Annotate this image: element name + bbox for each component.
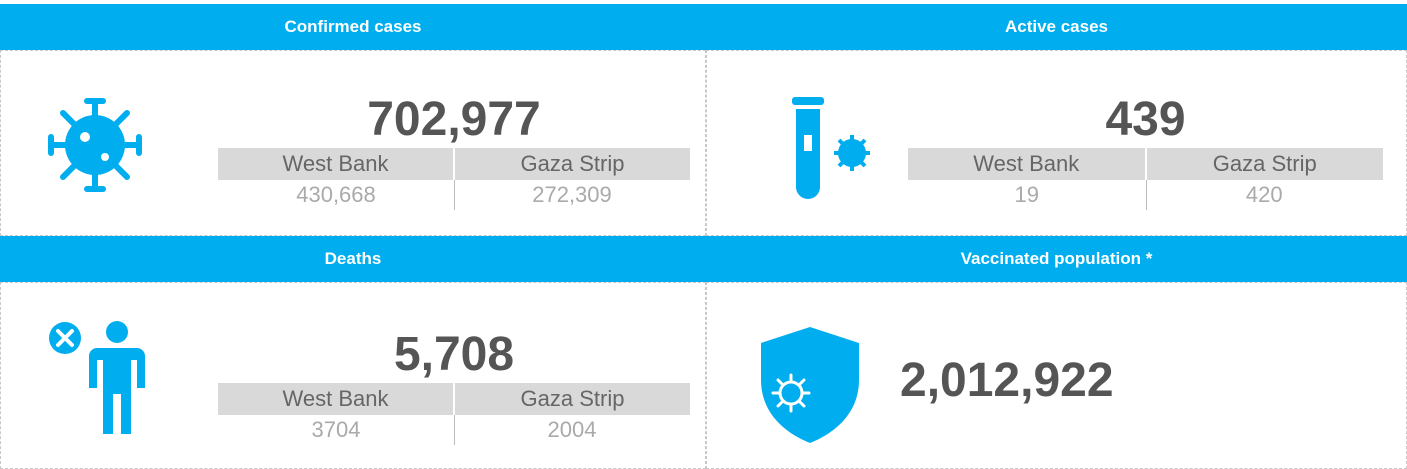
breakdown-header: Gaza Strip: [455, 148, 690, 180]
panel-header: Confirmed cases: [0, 4, 706, 50]
panel-header: Vaccinated population *: [706, 236, 1407, 282]
panel-body: [0, 50, 706, 236]
person-icon: [49, 321, 145, 434]
panel-header: Deaths: [0, 236, 706, 282]
total-value: 2,012,922: [900, 354, 1114, 407]
cell-divider: [454, 415, 455, 445]
breakdown-header: West Bank: [218, 383, 453, 415]
cell-divider: [1145, 180, 1147, 210]
breakdown-value: 272,309: [532, 182, 612, 207]
breakdown-header: Gaza Strip: [1146, 148, 1383, 180]
breakdown-value: 420: [1245, 182, 1283, 207]
total-value: 5,708: [393, 328, 515, 381]
breakdown-value: 19: [1014, 182, 1039, 207]
cell-divider: [454, 180, 455, 210]
breakdown-value: 2004: [547, 417, 597, 442]
test-tube-icon: [792, 97, 870, 199]
total-value: 439: [1105, 93, 1186, 146]
panel-header: Active cases: [706, 4, 1407, 50]
total-value: 702,977: [367, 93, 541, 146]
breakdown-value: 3704: [311, 417, 361, 442]
breakdown-header: West Bank: [908, 148, 1145, 180]
breakdown-header: West Bank: [218, 148, 453, 180]
breakdown-header: Gaza Strip: [455, 383, 690, 415]
breakdown-value: 430,668: [296, 182, 376, 207]
virus-icon: [48, 98, 142, 192]
shield-icon: [761, 327, 859, 443]
